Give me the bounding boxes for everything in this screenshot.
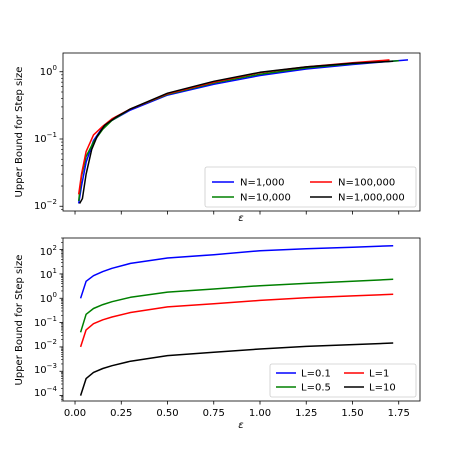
top-ylabel-tick-1: 100 <box>40 64 57 78</box>
top-xlabel: ε <box>238 213 244 224</box>
top-series-line-3 <box>78 60 394 204</box>
top-legend-box <box>204 166 417 208</box>
legend-label-n1000: N=1,000 <box>240 178 285 189</box>
bottom-series-line-0 <box>79 244 394 299</box>
chart-bottom: Upper Bound for Step size 102 101 100 10… <box>14 237 421 431</box>
legend-label-n1000000: N=1,000,000 <box>338 193 405 204</box>
legend-label-l1: L=1 <box>369 369 389 380</box>
legend-label-n100000: N=100,000 <box>338 178 395 189</box>
top-ylabel: Upper Bound for Step size <box>14 67 25 198</box>
legend-label-n10000: N=10,000 <box>240 193 291 204</box>
bottom-xtick-label-3: 0.75 <box>203 408 225 419</box>
bottom-ytick-label-em2: 10−2 <box>34 338 57 352</box>
bottom-ytick-label-e2: 102 <box>40 244 57 258</box>
bottom-xtick-label-5: 1.25 <box>295 408 317 419</box>
bottom-ytick-label-em1: 10−1 <box>34 315 57 329</box>
legend-label-l10: L=10 <box>369 383 396 394</box>
bottom-ytick-label-e0: 100 <box>40 291 57 305</box>
bottom-xlabel: ε <box>238 420 244 431</box>
bottom-ytick-label-e1: 101 <box>40 267 57 281</box>
bottom-series-lines <box>79 244 394 396</box>
top-series-lines <box>77 59 409 204</box>
bottom-xtick-label-7: 1.75 <box>388 408 410 419</box>
bottom-xtick-label-6: 1.50 <box>341 408 363 419</box>
chart-top: Upper Bound for Step size 100 10−1 10−2 … <box>14 52 421 224</box>
bottom-legend-box <box>269 363 417 398</box>
bottom-plot-frame <box>62 237 421 402</box>
bottom-ytick-label-em3: 10−3 <box>34 362 57 376</box>
bottom-xtick-label-4: 1.00 <box>249 408 271 419</box>
top-ylabel-tick-2: 10−1 <box>34 131 57 145</box>
bottom-xtick-label-0: 0.00 <box>64 408 86 419</box>
top-ylabel-tick-3: 10−2 <box>34 198 57 212</box>
bottom-xtick-label-1: 0.25 <box>110 408 132 419</box>
bottom-x-tick-labels: 0.00 0.25 0.50 0.75 1.00 1.25 1.50 1.75 <box>64 408 410 419</box>
legend-label-l05: L=0.5 <box>301 383 331 394</box>
bottom-legend: L=0.1 L=0.5 L=1 L=10 <box>269 363 417 398</box>
legend-label-l01: L=0.1 <box>301 369 331 380</box>
top-plot-frame <box>62 52 421 212</box>
bottom-series-line-1 <box>79 278 394 333</box>
bottom-ylabel: Upper Bound for Step size <box>14 255 25 386</box>
top-series-line-0 <box>77 59 409 204</box>
bottom-series-line-3 <box>79 342 394 396</box>
top-legend: N=1,000 N=10,000 N=100,000 N=1,000,000 <box>204 166 417 208</box>
bottom-ytick-label-em4: 10−4 <box>34 385 58 399</box>
bottom-series-line-2 <box>79 293 394 348</box>
bottom-xtick-label-2: 0.50 <box>156 408 178 419</box>
